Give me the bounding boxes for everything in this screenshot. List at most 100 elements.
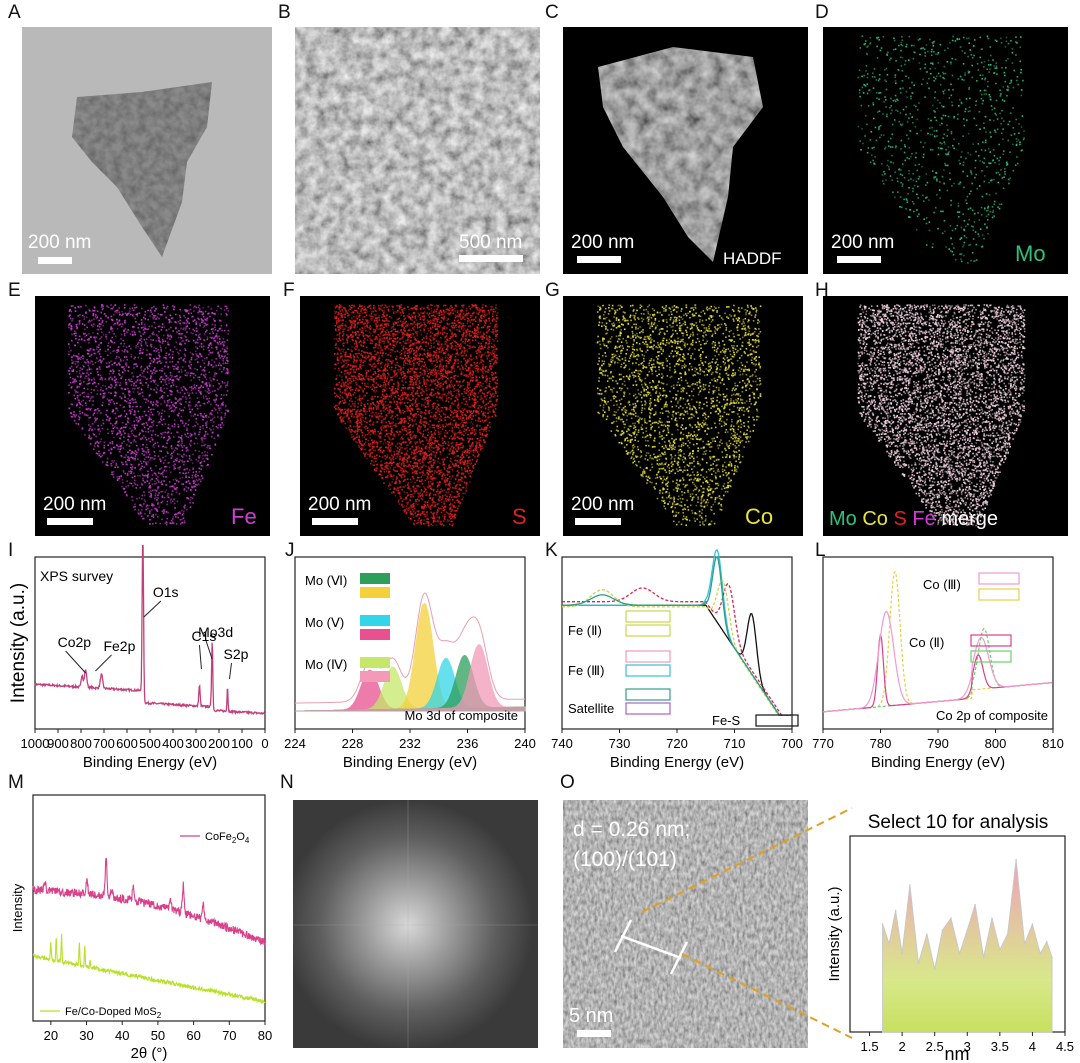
fe-curve-0	[562, 604, 791, 716]
profile-point	[917, 962, 920, 965]
fe-curve-2	[562, 582, 791, 716]
scale-text-a: 200 nm	[28, 232, 92, 253]
merge-mo: Mo	[829, 508, 857, 530]
x-ticks-m: 20 30 40 50 60 70 80	[44, 1021, 272, 1043]
profile-point	[999, 948, 1001, 951]
fe2p-lines	[562, 549, 791, 716]
scale-bar-d	[837, 256, 881, 263]
co2p-lines	[822, 571, 1052, 713]
profile-point	[888, 943, 890, 945]
fe-legend-text-2: Satellite	[568, 701, 614, 716]
profile-point	[991, 917, 993, 920]
profile-point	[901, 952, 903, 955]
fe-dots	[68, 304, 230, 526]
tem-particle	[72, 82, 212, 257]
fe-legend-box-3-0	[755, 714, 799, 727]
merge-co: Co	[862, 508, 888, 530]
scale-bar-b	[459, 255, 523, 262]
caption-l: Co 2p of composite	[936, 708, 1048, 723]
panel-label-c: C	[545, 2, 559, 23]
annotation-Mo3d: Mo3d	[198, 624, 233, 640]
annotation-O1s: O1s	[153, 584, 179, 600]
merge-s: S	[893, 508, 907, 530]
co-legend-box-0-1	[978, 588, 1020, 601]
panel-label-i: I	[8, 540, 14, 561]
fe-legend-box-2-0	[625, 688, 671, 701]
panel-label-g: G	[545, 280, 560, 301]
scale-bar-e	[47, 518, 93, 525]
profile-point	[881, 923, 884, 925]
scale-bar-c	[577, 256, 621, 263]
scale-bar-f	[312, 518, 358, 525]
haadf-particle	[598, 47, 763, 262]
profile-area	[881, 858, 1053, 1033]
co-legend-text-0: Co (Ⅲ)	[923, 577, 961, 592]
cofe2o4-line	[32, 857, 266, 946]
survey-line	[34, 545, 266, 716]
co-legend: Co (Ⅲ) Co (Ⅱ)	[909, 572, 1020, 663]
mo-legend-swatch-0-0	[360, 573, 390, 584]
x-axis-label-j: Binding Energy (eV)	[343, 754, 477, 771]
element-label-mo: Mo	[1015, 241, 1046, 266]
panel-label-d: D	[815, 2, 829, 23]
profile-fill	[882, 859, 1053, 1033]
mo-legend-swatch-2-0	[360, 657, 390, 668]
merge-word: merge	[941, 508, 999, 530]
annotation-S2p: S2p	[224, 646, 249, 662]
panel-label-o: O	[560, 772, 575, 793]
panel-label-h: H	[815, 280, 829, 301]
profile-point	[1039, 952, 1041, 955]
fft-pattern	[293, 800, 538, 1048]
xps-survey-title: XPS survey	[40, 568, 113, 584]
x-axis-label-m: 2θ (°)	[131, 1045, 168, 1062]
annotation-C1s: C1s	[191, 628, 216, 644]
co-legend-box-1-0	[970, 634, 1012, 647]
x-axis-label-l: Binding Energy (eV)	[871, 754, 1005, 771]
mo-legend: Mo (Ⅵ) Mo (Ⅴ) Mo (Ⅳ)	[305, 573, 390, 682]
scale-text-f: 200 nm	[308, 494, 372, 515]
x-ticks-l: 770 780 790 800 810	[812, 729, 1064, 751]
x-axis-label-o: nm	[944, 1044, 969, 1063]
fe2p-chart: Fe (Ⅱ) Fe (Ⅲ) Satellite Fe-S 740 730 720 710 70…	[551, 549, 803, 771]
mo-legend-text-0: Mo (Ⅵ)	[305, 573, 347, 588]
y-axis-label-i: Intensity (a.u.)	[8, 583, 29, 703]
plot-frame-m	[32, 794, 266, 1022]
panel-label-l: L	[815, 540, 826, 561]
eds-map-mo: 200 nm Mo	[823, 27, 1068, 274]
y-axis-label-m: Intensity	[10, 883, 25, 932]
element-label-s: S	[512, 504, 527, 529]
haadf-tag: HADDF	[723, 249, 782, 268]
x-ticks-k: 740 730 720 710 700	[551, 729, 803, 751]
profile-point	[1015, 858, 1017, 861]
scale-text-o: 5 nm	[569, 1005, 614, 1027]
panel-label-e: E	[8, 280, 21, 301]
profile-point	[1031, 923, 1034, 925]
scale-text-e: 200 nm	[43, 494, 107, 515]
eds-merge-map: Mo Co S Fe merge	[823, 296, 1068, 536]
panel-label-m: M	[8, 772, 24, 793]
mo-legend-swatch-1-1	[360, 629, 390, 640]
plane-text: (100)/(101)	[573, 848, 677, 871]
hrtem-image: d = 0.26 nm; (100)/(101) 5 nm	[563, 800, 808, 1048]
line-profile-chart: Select 10 for analysis 1.5 2 2.5 3 3.5 4 4.5 n…	[826, 812, 1074, 1063]
profile-point	[1023, 943, 1026, 945]
merge-legend: Mo Co S Fe merge	[829, 508, 998, 531]
mo-legend-swatch-2-1	[360, 671, 390, 682]
panel-label-k: K	[545, 540, 558, 561]
fe-legend-box-1-1	[625, 664, 671, 677]
mo3d-peaks	[295, 592, 526, 712]
profile-title: Select 10 for analysis	[868, 812, 1049, 833]
eds-map-fe: 200 nm Fe	[35, 296, 270, 536]
mo-legend-text-2: Mo (Ⅳ)	[305, 657, 347, 672]
mo-legend-text-1: Mo (Ⅴ)	[305, 615, 344, 630]
haadf-image-c: 200 nm HADDF	[563, 27, 808, 274]
annotation-Co2p: Co2p	[58, 634, 92, 650]
profile-point	[941, 929, 944, 931]
mo3d-chart: Mo (Ⅵ) Mo (Ⅴ) Mo (Ⅳ) Mo 3d of composite 22…	[284, 556, 536, 771]
legend-mos2: Fe/Co-Doped MoS2	[65, 1006, 162, 1020]
co-legend-box-0-0	[978, 572, 1020, 585]
profile-point	[974, 903, 976, 906]
scale-text-g: 200 nm	[571, 494, 635, 515]
profile-point	[909, 884, 911, 886]
